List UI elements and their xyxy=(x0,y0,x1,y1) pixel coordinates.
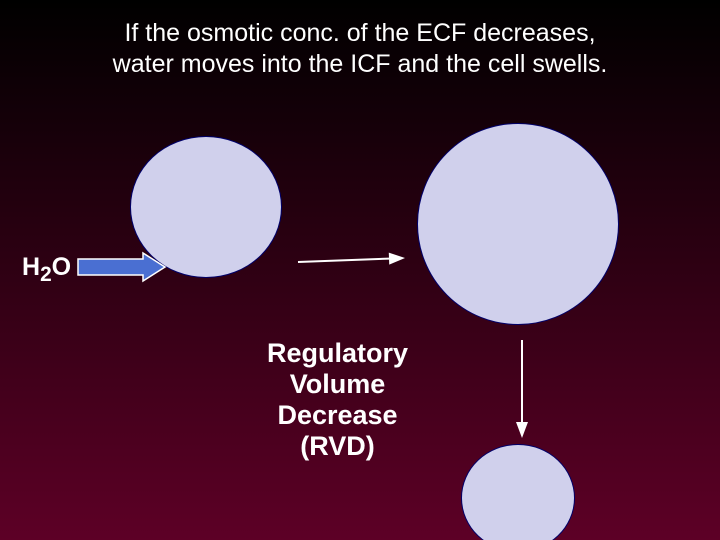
slide-title: If the osmotic conc. of the ECF decrease… xyxy=(0,18,720,81)
rvd-label: Regulatory Volume Decrease (RVD) xyxy=(267,338,408,462)
h2o-sub: 2 xyxy=(40,263,52,286)
title-line2: water moves into the ICF and the cell sw… xyxy=(113,50,608,78)
rvd-arrow xyxy=(506,324,538,454)
rvd-line3: Decrease xyxy=(277,400,397,430)
swell-arrow xyxy=(282,242,421,278)
rvd-line4: (RVD) xyxy=(300,431,375,461)
h2o-h: H xyxy=(22,253,40,281)
rvd-line1: Regulatory xyxy=(267,338,408,368)
h2o-label: H2O xyxy=(22,253,71,287)
cell-after-rvd xyxy=(461,444,575,540)
title-line1: If the osmotic conc. of the ECF decrease… xyxy=(124,19,595,47)
rvd-line2: Volume xyxy=(290,369,386,399)
cell-swollen xyxy=(417,123,619,325)
h2o-o: O xyxy=(52,253,71,281)
